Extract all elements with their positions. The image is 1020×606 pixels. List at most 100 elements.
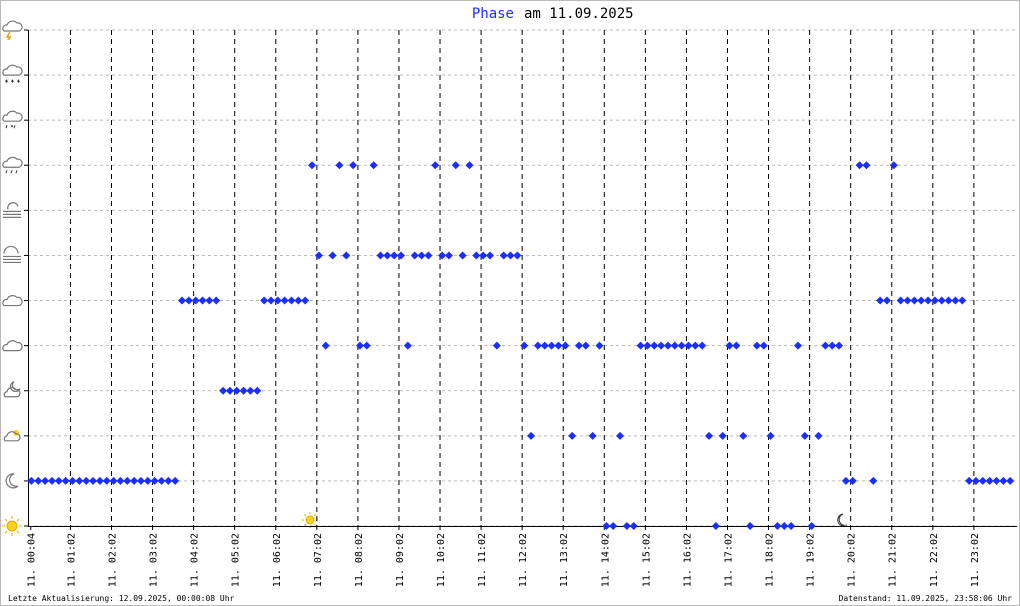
chart-title: am 11.09.2025 [524,6,634,22]
point [376,251,385,260]
point [253,386,262,395]
point [917,296,926,305]
point [971,476,980,485]
icon-part [2,110,23,122]
point [698,341,707,350]
point [1006,476,1015,485]
point [492,341,501,350]
point [109,476,118,485]
point [246,386,255,395]
point [266,296,275,305]
point [68,476,77,485]
point [301,296,310,305]
point [335,161,344,170]
point [150,476,159,485]
icon-part [5,31,12,41]
point [773,522,782,530]
point [27,476,36,485]
point [793,341,802,350]
point [588,431,597,440]
point [978,476,987,485]
point [458,251,467,260]
y-tick-icon [2,20,23,41]
point [513,251,522,260]
x-tick-label: 11. 08:02 [354,533,365,587]
point [499,251,508,260]
point [95,476,104,485]
point [410,251,419,260]
point [561,341,570,350]
point [479,251,488,260]
point [540,341,549,350]
point [143,476,152,485]
y-tick-icon [2,64,23,83]
point [876,296,885,305]
x-tick-label: 11. 23:02 [970,533,981,587]
point [130,476,139,485]
point [677,341,686,350]
point [465,161,474,170]
point [616,431,625,440]
point [670,341,679,350]
point [609,522,618,530]
icon-part [5,473,19,489]
point [239,386,248,395]
point [828,341,837,350]
icon-part [11,125,13,128]
point [438,251,447,260]
x-tick-label: 11. 09:02 [395,533,406,587]
x-tick-label: 11. 14:02 [600,533,611,587]
point [800,431,809,440]
x-tick-label: 11. 19:02 [806,533,817,587]
point [951,296,960,305]
point [184,296,193,305]
x-tick-label: 11. 06:02 [272,533,283,587]
point [61,476,70,485]
point [930,296,939,305]
point [705,431,714,440]
x-tick-label: 11. 02:02 [108,533,119,587]
point [328,251,337,260]
x-tick-label: 11. 12:02 [518,533,529,587]
x-tick-label: 11. 03:02 [149,533,160,587]
point [657,341,666,350]
point [472,251,481,260]
point [739,431,748,440]
x-tick-label: 11. 15:02 [641,533,652,587]
point [485,251,494,260]
point [869,476,878,485]
point [294,296,303,305]
point [766,431,775,440]
point [992,476,1001,485]
point [47,476,56,485]
point [34,476,43,485]
icon-part [13,429,19,436]
point [164,476,173,485]
y-tick-icon [3,202,21,218]
point [177,296,186,305]
point [136,476,145,485]
icon-part [6,520,18,532]
point [225,386,234,395]
point [841,476,850,485]
icon-part [2,156,23,168]
footer-right: Datenstand: 11.09.2025, 23:58:06 Uhr [839,594,1013,603]
x-tick-label: 11. 00:04 [27,533,38,587]
y-tick-icon [2,295,23,307]
point [643,341,652,350]
icon-part [3,202,21,218]
icon-part [5,170,18,174]
y-tick-icon [2,516,22,536]
x-tick-label: 11. 22:02 [929,533,940,587]
point [383,251,392,260]
point [82,476,91,485]
point [629,522,638,530]
point [308,161,317,170]
x-tick-label: 11. 10:02 [436,533,447,587]
point [102,476,111,485]
y-tick-icon [2,110,23,129]
point [362,341,371,350]
point [123,476,132,485]
